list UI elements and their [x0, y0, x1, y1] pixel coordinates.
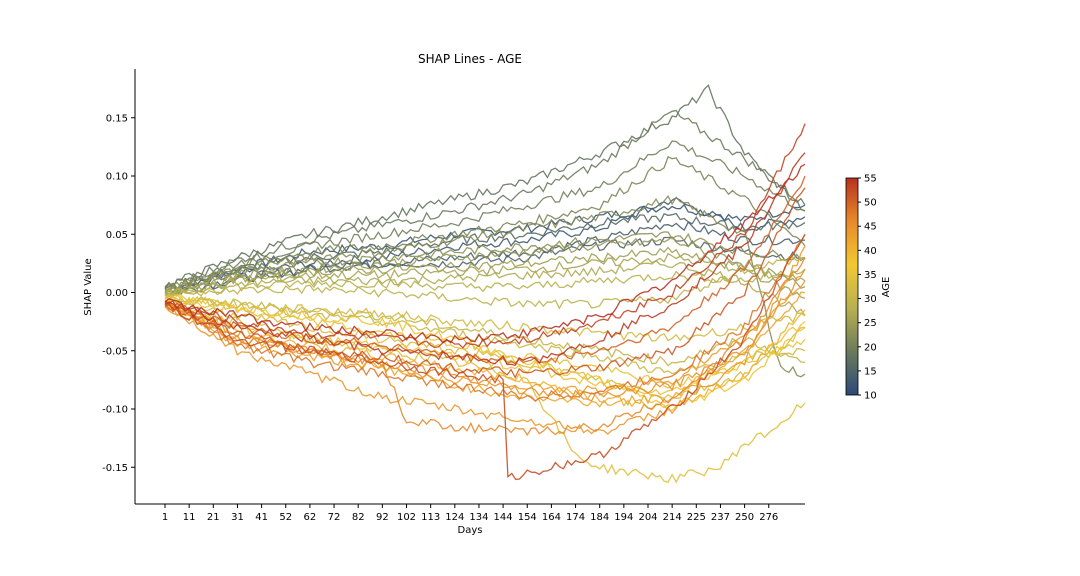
series-line-19 [164, 293, 806, 342]
x-tick-label: 214 [663, 512, 682, 523]
x-tick-label: 124 [445, 512, 464, 523]
colorbar-tick-label: 30 [864, 294, 877, 305]
x-tick-label: 225 [687, 512, 706, 523]
x-tick-label: 184 [590, 512, 609, 523]
series-line-10 [164, 231, 806, 293]
colorbar: 10 15 20 25 30 35 40 45 50 55 [845, 174, 877, 402]
series-line-36 [164, 152, 806, 367]
series-line-12 [164, 246, 806, 299]
colorbar-tick-label: 25 [864, 318, 877, 329]
x-tick-label: 21 [207, 512, 220, 523]
colorbar-tick-label: 20 [864, 342, 877, 353]
colorbar-tick-label: 40 [864, 246, 877, 257]
x-tick-label: 62 [304, 512, 317, 523]
x-tick-label: 1 [162, 512, 168, 523]
y-tick-label: 0.00 [106, 288, 128, 299]
colorbar-tick-label: 45 [864, 222, 877, 233]
x-tick-label: 250 [735, 512, 754, 523]
x-tick-label: 72 [328, 512, 341, 523]
series-line-8 [164, 155, 806, 290]
x-tick-label: 154 [518, 512, 537, 523]
series-layer [164, 84, 806, 484]
y-tick-label: -0.15 [102, 463, 128, 474]
x-tick-label: 52 [279, 512, 292, 523]
series-line-6 [164, 109, 806, 289]
x-tick-label: 31 [231, 512, 244, 523]
series-line-15 [164, 268, 806, 298]
y-tick-label: 0.05 [106, 230, 128, 241]
x-tick-label: 276 [759, 512, 778, 523]
x-tick-label: 82 [352, 512, 365, 523]
series-line-33 [164, 187, 806, 379]
chart-title: SHAP Lines - AGE [418, 52, 522, 66]
colorbar-tick-label: 50 [864, 198, 877, 209]
x-tick-label: 134 [469, 512, 488, 523]
colorbar-tick-label: 35 [864, 270, 877, 281]
y-tick-label: -0.05 [102, 346, 128, 357]
x-tick-label: 194 [614, 512, 633, 523]
x-tick-label: 92 [376, 512, 389, 523]
series-line-30 [164, 257, 806, 437]
series-line-35 [164, 123, 806, 349]
x-tick-label: 102 [397, 512, 416, 523]
series-line-13 [164, 252, 806, 295]
x-tick-label: 237 [711, 512, 730, 523]
colorbar-tick-label: 55 [864, 174, 877, 185]
colorbar-gradient [845, 177, 859, 396]
y-axis: -0.15 -0.10 -0.05 0.00 0.05 0.10 0.15 [102, 69, 136, 504]
series-line-25 [164, 303, 806, 411]
series-line-5 [164, 84, 806, 289]
colorbar-tick-label: 10 [864, 391, 877, 402]
series-line-29 [164, 268, 806, 402]
x-tick-label: 204 [638, 512, 657, 523]
x-tick-label: 113 [421, 512, 440, 523]
y-axis-label: SHAP Value [83, 258, 94, 315]
colorbar-tick-label: 15 [864, 366, 877, 377]
series-line-7 [164, 140, 806, 290]
series-line-32 [164, 175, 806, 365]
series-line-9 [164, 195, 806, 378]
x-tick-label: 11 [183, 512, 196, 523]
series-line-37 [164, 163, 806, 344]
series-line-31 [164, 233, 806, 402]
series-line-28 [164, 245, 806, 435]
y-tick-label: 0.10 [106, 172, 128, 183]
series-line-22 [164, 295, 806, 389]
x-tick-label: 144 [494, 512, 513, 523]
x-tick-label: 41 [255, 512, 268, 523]
series-line-16 [164, 256, 806, 310]
x-tick-label: 174 [566, 512, 585, 523]
y-tick-label: 0.15 [106, 113, 128, 124]
series-line-34 [164, 233, 806, 481]
x-axis-label: Days [458, 525, 483, 536]
x-tick-label: 164 [542, 512, 561, 523]
x-axis: 1 11 21 31 41 52 62 72 82 92 102 113 124 134 144 154 164… [135, 503, 805, 523]
y-tick-label: -0.10 [102, 405, 128, 416]
series-line-23 [164, 294, 806, 412]
series-line-11 [164, 236, 806, 293]
series-line-17 [164, 295, 806, 367]
colorbar-label: AGE [881, 277, 892, 298]
